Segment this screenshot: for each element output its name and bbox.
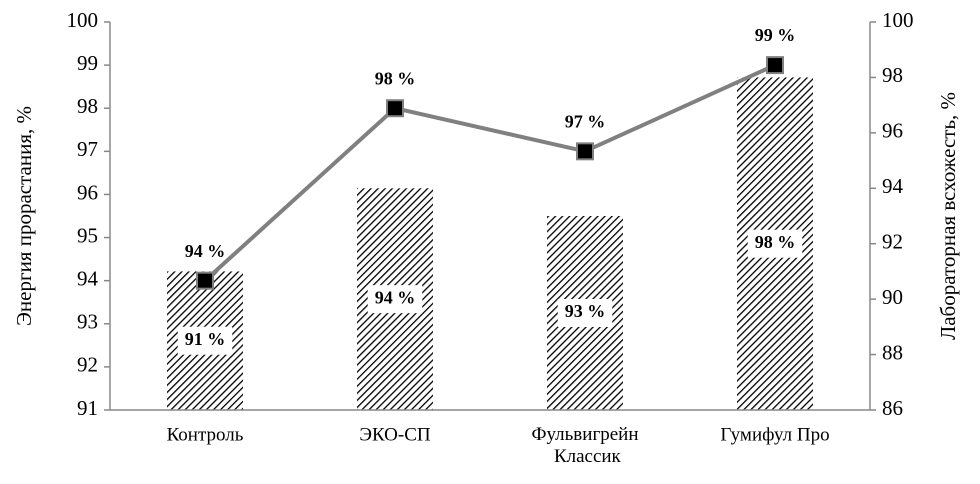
- y-tick-label: 93: [77, 310, 98, 334]
- y-tick-label: 92: [77, 353, 98, 377]
- y-tick-label: 99: [77, 51, 98, 75]
- plot-area: [167, 56, 813, 410]
- marker: [576, 142, 594, 161]
- y-tick-label: 96: [77, 180, 98, 204]
- data-label-box: [177, 326, 233, 355]
- y-tick-label: 100: [67, 8, 99, 32]
- x-tick-label: ЭКО-СП: [359, 424, 430, 445]
- data-label: 99 %: [755, 25, 796, 45]
- data-label: 91 %: [185, 329, 226, 349]
- y2-tick-label: 88: [882, 340, 903, 364]
- data-label-box: [557, 299, 613, 327]
- x-tick-label: Фульвигрейн Классик: [531, 424, 638, 467]
- data-label: 94 %: [185, 241, 226, 261]
- y2-tick-label: 90: [882, 285, 903, 309]
- line: [203, 63, 776, 283]
- y2-tick-label: 96: [882, 119, 903, 143]
- data-label: 98 %: [755, 232, 796, 252]
- data-label-box: [747, 229, 803, 258]
- y-axis-title: Энергия прорастания, %: [12, 106, 36, 326]
- y2-tick-label: 98: [882, 63, 903, 87]
- marker: [766, 56, 784, 75]
- y2-tick-label: 86: [882, 396, 903, 420]
- x-tick-label: Гумифул Про: [720, 424, 829, 445]
- data-label-box: [367, 285, 423, 314]
- data-label: 94 %: [375, 287, 416, 307]
- y-tick-label: 94: [77, 266, 99, 290]
- x-tick-label: Контроль: [167, 424, 244, 445]
- data-label: 98 %: [375, 68, 416, 88]
- marker: [196, 271, 214, 290]
- y-tick-label: 97: [77, 137, 98, 161]
- y-tick-label: 95: [77, 223, 98, 247]
- y2-tick-label: 100: [882, 8, 914, 32]
- y2-tick-label: 94: [882, 174, 904, 198]
- y-tick-label: 91: [77, 396, 98, 420]
- y-tick-label: 98: [77, 94, 98, 118]
- data-label: 93 %: [565, 301, 606, 321]
- y2-tick-label: 92: [882, 230, 903, 254]
- y2-axis-title: Лабораторная всхожесть, %: [936, 92, 960, 340]
- data-label: 97 %: [565, 111, 606, 131]
- marker: [386, 99, 404, 118]
